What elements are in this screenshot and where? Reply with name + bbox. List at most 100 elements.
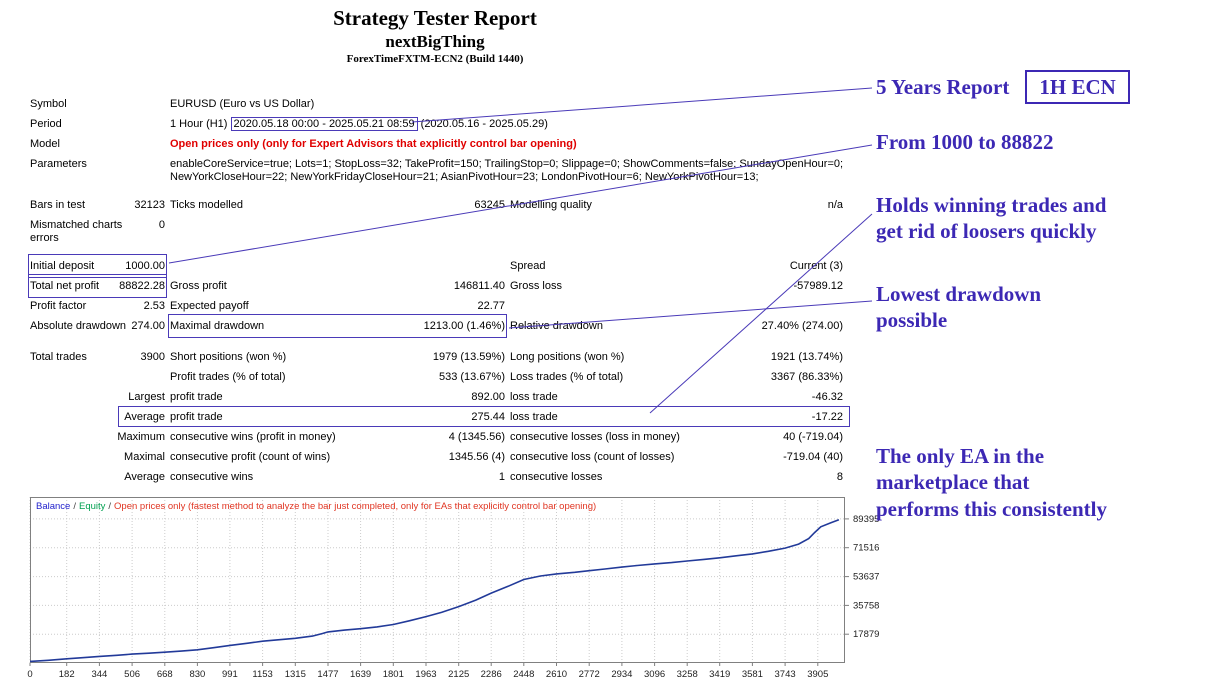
- info-row: Period 1 Hour (H1) 2020.05.18 00:00 - 202…: [30, 114, 845, 134]
- cell-label: consecutive wins (profit in money): [170, 431, 336, 443]
- cell-value: Maximum: [117, 431, 165, 443]
- annotation-only-ea: The only EA in the marketplace that perf…: [876, 444, 1107, 521]
- stat-cell: Gross loss -57989.12: [510, 276, 843, 296]
- cell-label: Initial deposit: [30, 260, 95, 272]
- stat-row: Largest profit trade 892.00 loss trade -46.3…: [30, 387, 845, 407]
- stat-cell: loss trade -46.32: [510, 387, 843, 407]
- info-row: Model Open prices only (only for Expert A…: [30, 134, 845, 154]
- cell-value: 3900: [140, 351, 165, 363]
- annotation-holds-winners: Holds winning trades and get rid of loos…: [876, 193, 1107, 244]
- stat-cell: Largest: [30, 387, 165, 407]
- cell-label: Long positions (won %): [510, 351, 625, 363]
- cell-label: Modelling quality: [510, 199, 592, 211]
- stat-cell: Maximal: [30, 447, 165, 467]
- stat-cell: [510, 296, 843, 316]
- stat-row: Mismatched charts errors 0: [30, 215, 845, 245]
- cell-value: 1345.56 (4): [448, 451, 505, 463]
- cell-value: 1: [498, 471, 505, 483]
- server-build: ForexTimeFXTM-ECN2 (Build 1440): [346, 53, 524, 66]
- svg-text:2286: 2286: [481, 669, 502, 680]
- stat-cell: Average: [30, 467, 165, 487]
- cell-label: Spread: [510, 260, 546, 272]
- stat-cell: loss trade -17.22: [510, 407, 843, 427]
- info-row: Parameters enableCoreService=true; Lots=1…: [30, 154, 845, 184]
- stat-row: Average profit trade 275.44 loss trade -17.2…: [30, 406, 850, 427]
- cell-label: Expected payoff: [170, 300, 249, 312]
- row-gap: [30, 245, 845, 256]
- row-value: enableCoreService=true; Lots=1; StopLoss…: [170, 158, 844, 183]
- cell-value: 1921 (13.74%): [770, 351, 843, 363]
- svg-text:3743: 3743: [775, 669, 796, 680]
- stat-cell: Short positions (won %) 1979 (13.59%): [170, 347, 505, 367]
- row-label: Parameters: [30, 158, 87, 170]
- cell-value: Largest: [128, 391, 165, 403]
- stat-cell: Expected payoff 22.77: [170, 296, 505, 316]
- stat-cell: consecutive losses (loss in money) 40 (-7…: [510, 427, 843, 447]
- svg-text:1801: 1801: [383, 669, 404, 680]
- stat-cell: [170, 256, 505, 276]
- svg-text:991: 991: [222, 669, 238, 680]
- cell-value: Current (3): [789, 260, 843, 272]
- svg-text:2610: 2610: [546, 669, 567, 680]
- legend-separator: /: [108, 501, 112, 512]
- cell-label: Ticks modelled: [170, 199, 243, 211]
- stat-row: Maximum consecutive wins (profit in money…: [30, 427, 845, 447]
- annotation-column: 5 Years Report 1H ECN From 1000 to 88822…: [876, 0, 1224, 692]
- cell-value: 32123: [134, 199, 165, 211]
- cell-label: Bars in test: [30, 199, 86, 211]
- stat-cell: consecutive profit (count of wins) 1345.5…: [170, 447, 505, 467]
- balance-chart: Balance / Equity / Open prices only (fastest…: [27, 497, 920, 697]
- svg-text:2125: 2125: [448, 669, 469, 680]
- stat-cell: Long positions (won %) 1921 (13.74%): [510, 347, 843, 367]
- cell-value: n/a: [827, 199, 843, 211]
- cell-label: Profit factor: [30, 300, 87, 312]
- cell-label: profit trade: [170, 391, 223, 403]
- stat-row: Total trades 3900 Short positions (won %) 1…: [30, 347, 845, 367]
- svg-text:3905: 3905: [807, 669, 828, 680]
- cell-value: Maximal: [124, 451, 165, 463]
- stat-cell: Profit factor 2.53: [30, 296, 165, 316]
- report-table: Symbol EURUSD (Euro vs US Dollar) Period 1 …: [28, 94, 850, 487]
- stat-cell: Loss trades (% of total) 3367 (86.33%): [510, 367, 843, 387]
- stat-cell: profit trade 892.00: [170, 387, 505, 407]
- cell-value: 8: [836, 471, 843, 483]
- stat-row: Initial deposit 1000.00 Spread Current (3): [28, 254, 845, 278]
- report-column: Strategy Tester Report nextBigThing Fore…: [0, 0, 879, 680]
- stat-cell: Spread Current (3): [510, 256, 843, 276]
- cell-value: 3367 (86.33%): [770, 371, 843, 383]
- row-value: 1 Hour (H1) 2020.05.18 00:00 - 2025.05.2…: [170, 114, 845, 134]
- legend-balance-label: Balance: [36, 501, 71, 512]
- stat-row: Average consecutive wins 1 consecutive loss…: [30, 467, 845, 487]
- annotation-from-1000: From 1000 to 88822: [876, 130, 1054, 154]
- cell-value: 88822.28: [119, 280, 165, 292]
- svg-text:2772: 2772: [579, 669, 600, 680]
- cell-value: 275.44: [471, 411, 505, 423]
- stat-cell: Gross profit 146811.40: [170, 276, 505, 296]
- cell-value: 892.00: [471, 391, 505, 403]
- chart-legend: Balance / Equity / Open prices only (fastest…: [36, 501, 596, 512]
- svg-text:1963: 1963: [415, 669, 436, 680]
- cell-value: Average: [124, 471, 165, 483]
- cell-value: 27.40% (274.00): [761, 320, 843, 332]
- stat-row: Total net profit 88822.28 Gross profit 1468…: [28, 274, 845, 298]
- stat-row: Absolute drawdown 274.00 Maximal drawdown 1…: [30, 314, 845, 338]
- stat-cell: Relative drawdown 27.40% (274.00): [510, 316, 843, 336]
- chart-svg: 0 182 344 506 668 830 991 1153 1315 1477 1639 1801 1…: [27, 497, 879, 680]
- stat-cell: Maximum: [30, 427, 165, 447]
- cell-value: 2.53: [143, 300, 165, 312]
- annotation-lowest-drawdown: Lowest drawdown possible: [876, 282, 1042, 333]
- cell-label: loss trade: [510, 411, 558, 423]
- cell-value: 1213.00 (1.46%): [423, 320, 505, 332]
- stat-row: Profit trades (% of total) 533 (13.67%) Lo…: [30, 367, 845, 387]
- stat-cell: Total trades 3900: [30, 347, 165, 367]
- stat-row: Maximal consecutive profit (count of wins…: [30, 447, 845, 467]
- cell-value: 40 (-719.04): [783, 431, 843, 443]
- value-pre: 1 Hour (H1): [170, 118, 231, 130]
- stat-cell: Mismatched charts errors 0: [30, 215, 165, 245]
- cell-value: 146811.40: [453, 280, 505, 292]
- cell-label: profit trade: [170, 411, 223, 423]
- value-post: (2020.05.16 - 2025.05.29): [417, 118, 548, 130]
- cell-label: Total trades: [30, 351, 87, 363]
- cell-label: Total net profit: [30, 280, 100, 292]
- cell-value: -719.04 (40): [783, 451, 843, 463]
